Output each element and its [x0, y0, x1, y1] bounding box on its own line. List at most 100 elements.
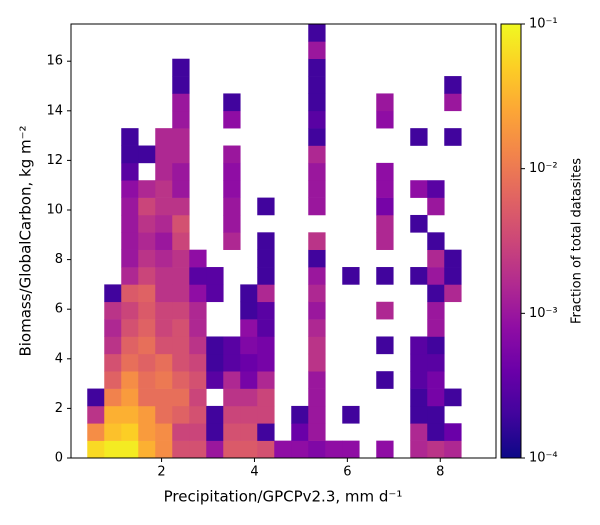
heatmap-cell: [155, 301, 173, 320]
heatmap-cell: [155, 145, 173, 164]
heatmap-cell: [325, 440, 343, 459]
heatmap-cell: [240, 388, 258, 407]
heatmap-cell: [138, 267, 156, 285]
heatmap-cell: [342, 405, 360, 424]
heatmap-cell: [308, 336, 326, 355]
heatmap-cell: [308, 76, 326, 94]
heatmap-cell: [376, 301, 394, 320]
heatmap-cell: [121, 145, 139, 164]
heatmap-cell: [444, 440, 462, 459]
x-tick-label: 6: [343, 465, 351, 480]
heatmap-cell: [189, 388, 207, 407]
heatmap-cell: [308, 93, 326, 112]
heatmap-cell: [427, 405, 445, 424]
heatmap-cell: [257, 336, 275, 355]
heatmap-cell: [308, 145, 326, 164]
heatmap-cell: [410, 353, 428, 372]
heatmap-cell: [206, 423, 224, 441]
y-tick-label: 14: [46, 103, 63, 118]
heatmap-cell: [189, 423, 207, 441]
heatmap-cell: [155, 423, 173, 441]
heatmap-cell: [308, 388, 326, 407]
heatmap-cell: [121, 319, 139, 337]
y-tick-label: 6: [55, 302, 63, 317]
heatmap-cell: [121, 180, 139, 198]
heatmap-cell: [121, 249, 139, 268]
heatmap-cell: [308, 162, 326, 181]
y-tick-label: 16: [46, 54, 63, 69]
heatmap-cell: [427, 336, 445, 355]
heatmap-cell: [206, 284, 224, 303]
heatmap-cell: [257, 301, 275, 320]
colorbar-label: Fraction of total datasites: [570, 158, 585, 324]
heatmap-cell: [155, 232, 173, 250]
heatmap-cell: [444, 249, 462, 268]
heatmap-cell: [444, 267, 462, 285]
heatmap-cell: [240, 301, 258, 320]
y-tick-label: 10: [46, 203, 63, 218]
heatmap-cell: [104, 301, 122, 320]
heatmap-cell: [172, 197, 190, 216]
heatmap-cell: [155, 319, 173, 337]
heatmap-cell: [410, 267, 428, 285]
heatmap-cell: [240, 405, 258, 424]
heatmap-cell: [427, 232, 445, 250]
y-tick-label: 4: [55, 351, 63, 366]
y-tick-label: 0: [55, 451, 63, 466]
y-tick-label: 12: [46, 153, 63, 168]
heatmap-cell: [308, 58, 326, 77]
heatmap-cell: [240, 336, 258, 355]
heatmap-cell: [155, 440, 173, 459]
heatmap-cell: [121, 162, 139, 181]
heatmap-cell: [308, 41, 326, 60]
x-tick-label: 2: [157, 465, 165, 480]
heatmap-cell: [376, 110, 394, 129]
heatmap-cell: [257, 319, 275, 337]
heatmap-cell: [376, 267, 394, 285]
colorbar: [501, 24, 521, 458]
heatmap-cell: [274, 440, 292, 459]
heatmap-cell: [172, 214, 190, 233]
heatmap-cell: [427, 319, 445, 337]
heatmap-cell: [172, 128, 190, 146]
heatmap-cell: [155, 162, 173, 181]
heatmap-cell: [104, 284, 122, 303]
heatmap-cell: [444, 284, 462, 303]
heatmap-cell: [121, 232, 139, 250]
heatmap-cell: [223, 232, 241, 250]
heatmap-cell: [138, 249, 156, 268]
heatmap-cell: [172, 284, 190, 303]
heatmap-cell: [308, 405, 326, 424]
heatmap-cell: [155, 353, 173, 372]
heatmap-cell: [121, 301, 139, 320]
heatmap-cell: [291, 405, 309, 424]
heatmap-cell: [121, 423, 139, 441]
heatmap-cell: [104, 353, 122, 372]
heatmap-cell: [223, 214, 241, 233]
heatmap-cell: [121, 353, 139, 372]
heatmap-cell: [427, 180, 445, 198]
heatmap-cell: [342, 440, 360, 459]
heatmap-cell: [257, 405, 275, 424]
heatmap-cell: [138, 180, 156, 198]
heatmap-cell: [121, 267, 139, 285]
heatmap-cell: [410, 440, 428, 459]
heatmap-cell: [308, 423, 326, 441]
heatmap-cell: [223, 162, 241, 181]
heatmap-cell: [87, 388, 105, 407]
heatmap-cell: [240, 371, 258, 389]
heatmap-cell: [121, 336, 139, 355]
heatmap-cell: [223, 405, 241, 424]
heatmap-cell: [121, 388, 139, 407]
heatmap-cell: [223, 371, 241, 389]
heatmap-cell: [427, 301, 445, 320]
heatmap-cell: [376, 336, 394, 355]
heatmap-cell: [257, 440, 275, 459]
heatmap-cell: [291, 440, 309, 459]
y-axis-label: Biomass/GlobalCarbon, kg m⁻²: [17, 125, 35, 356]
heatmap-cell: [138, 371, 156, 389]
heatmap-cell: [104, 423, 122, 441]
heatmap-cell: [342, 267, 360, 285]
heatmap-cell: [155, 405, 173, 424]
heatmap-cell: [172, 353, 190, 372]
